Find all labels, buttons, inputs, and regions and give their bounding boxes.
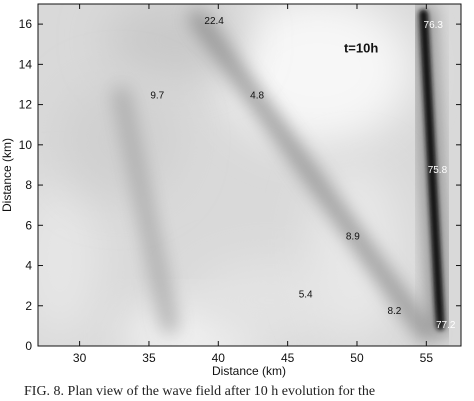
diagonal-band	[189, 10, 435, 342]
y-tick-label: 2	[25, 299, 32, 313]
y-axis-ticks: 0 2 4 6 8 10 12 14 16	[19, 17, 461, 353]
x-tick-label: 35	[142, 351, 156, 365]
x-tick-label: 40	[212, 351, 226, 365]
y-tick-label: 6	[25, 218, 32, 232]
y-tick-label: 0	[25, 339, 32, 353]
shading-blob	[38, 180, 100, 340]
features-layer	[113, 4, 452, 342]
dark-ridge	[419, 9, 445, 331]
left-band	[113, 86, 178, 334]
x-tick-label: 55	[420, 351, 434, 365]
plot-frame	[37, 3, 462, 347]
shading-blob	[60, 80, 180, 200]
y-tick-label: 12	[19, 98, 33, 112]
value-label: 22.4	[204, 16, 224, 27]
y-axis-label: Distance (km)	[0, 138, 14, 212]
value-label: 9.7	[150, 91, 164, 102]
x-tick-label: 30	[73, 351, 87, 365]
y-tick-label: 16	[19, 17, 33, 31]
y-tick-label: 10	[19, 138, 33, 152]
x-axis-label: Distance (km)	[212, 364, 286, 378]
x-tick-label: 50	[350, 351, 364, 365]
y-tick-label: 4	[25, 259, 32, 273]
shading-blob	[190, 260, 350, 340]
figure-caption: FIG. 8. Plan view of the wave field afte…	[24, 384, 376, 399]
y-tick-label: 8	[25, 178, 32, 192]
y-tick-label: 14	[19, 57, 33, 71]
value-labels: 22.4 9.7 4.8 76.3 75.8 8.9 5.4 8.2 77.2	[150, 16, 456, 331]
value-label: 5.4	[299, 290, 313, 301]
value-label: 8.9	[346, 231, 360, 242]
value-label: 8.2	[387, 306, 401, 317]
time-annotation: t=10h	[344, 40, 378, 55]
x-axis-ticks: 30 35 40 45 50 55	[73, 4, 433, 365]
plot-area	[38, 4, 461, 346]
value-label: 75.8	[428, 165, 448, 176]
x-tick-label: 45	[281, 351, 295, 365]
value-label: 76.3	[424, 20, 444, 31]
value-label: 4.8	[250, 91, 264, 102]
value-label: 77.2	[436, 320, 456, 331]
shading-blob	[223, 4, 413, 145]
